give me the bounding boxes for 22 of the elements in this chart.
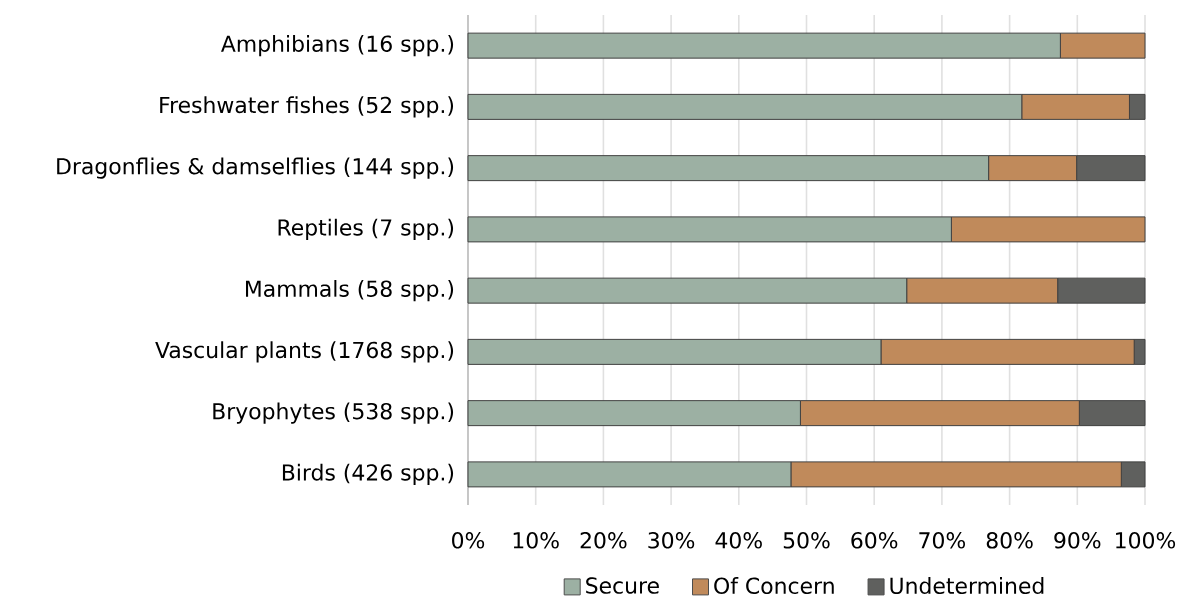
x-tick-label: 90% bbox=[1054, 532, 1101, 549]
y-tick-label: Birds (426 spp.) bbox=[282, 463, 454, 485]
y-tick-label: Dragonflies & damselflies (144 spp.) bbox=[57, 157, 454, 179]
y-tick-label: Vascular plants (1768 spp.) bbox=[155, 341, 454, 363]
x-tick-label: 20% bbox=[580, 532, 627, 549]
x-tick-label: 0% bbox=[452, 532, 485, 549]
y-tick-label: Mammals (58 spp.) bbox=[245, 280, 454, 302]
y-tick-label: Amphibians (16 spp.) bbox=[221, 35, 454, 57]
y-tick-label: Bryophytes (538 spp.) bbox=[213, 402, 454, 424]
y-tick-label: Reptiles (7 spp.) bbox=[278, 218, 454, 240]
legend-label: Undetermined bbox=[890, 577, 1044, 595]
y-tick-label: Freshwater fishes (52 spp.) bbox=[160, 96, 454, 118]
legend-label: Secure bbox=[586, 577, 659, 594]
x-tick-label: 70% bbox=[919, 532, 966, 549]
x-tick-label: 30% bbox=[648, 532, 695, 549]
x-tick-label: 50% bbox=[783, 532, 830, 549]
x-tick-label: 100% bbox=[1116, 532, 1176, 549]
x-tick-label: 60% bbox=[851, 532, 898, 549]
x-tick-label: 40% bbox=[715, 532, 762, 549]
legend-label: Of Concern bbox=[714, 577, 834, 595]
x-tick-label: 10% bbox=[513, 532, 559, 549]
x-tick-label: 80% bbox=[986, 532, 1033, 549]
